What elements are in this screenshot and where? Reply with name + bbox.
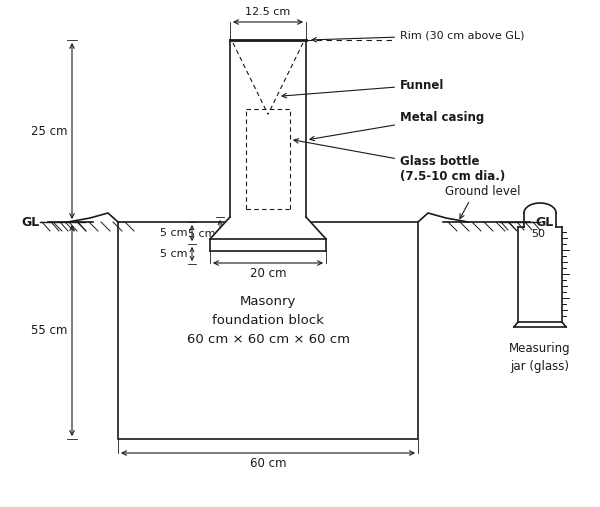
Text: 20 cm: 20 cm [250,267,286,280]
Text: Glass bottle
(7.5-10 cm dia.): Glass bottle (7.5-10 cm dia.) [294,139,505,183]
Text: Masonry
foundation block
60 cm × 60 cm × 60 cm: Masonry foundation block 60 cm × 60 cm ×… [187,295,350,346]
Text: Measuring
jar (glass): Measuring jar (glass) [509,342,571,373]
Text: 25 cm: 25 cm [31,125,67,137]
Text: 5 cm: 5 cm [160,249,187,259]
Text: Rim (30 cm above GL): Rim (30 cm above GL) [312,30,524,42]
Text: 5 cm: 5 cm [160,228,187,238]
Text: 12.5 cm: 12.5 cm [245,7,290,17]
Text: Funnel: Funnel [282,79,445,98]
Text: 60 cm: 60 cm [250,457,286,470]
Text: GL: GL [536,215,554,229]
Text: GL: GL [21,215,39,229]
Text: Ground level: Ground level [445,185,521,198]
Polygon shape [210,217,326,239]
Text: 55 cm: 55 cm [31,324,67,337]
Bar [118,222,418,439]
Text: 50: 50 [531,229,545,239]
Text: Metal casing: Metal casing [310,111,484,141]
Polygon shape [210,239,326,251]
Text: 5 cm: 5 cm [188,229,215,239]
